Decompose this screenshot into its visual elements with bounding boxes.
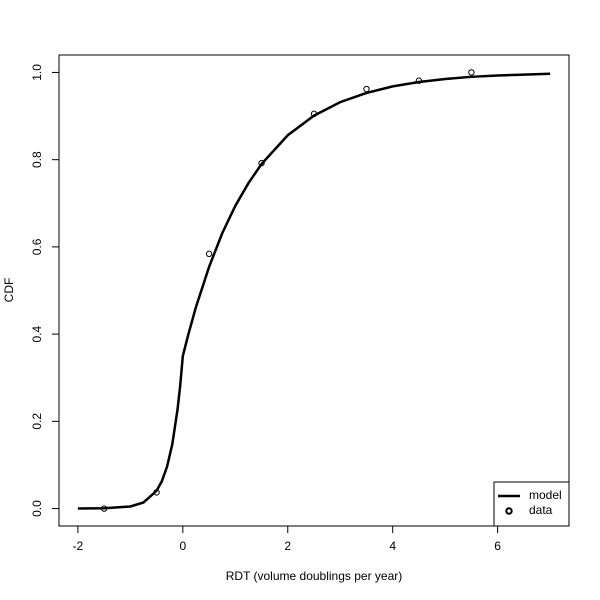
plot-frame	[58, 54, 570, 527]
data-point	[363, 85, 370, 93]
y-tick-label: 0.2	[30, 413, 44, 430]
x-tick-label: 0	[179, 539, 186, 553]
y-axis-label: CDF	[2, 278, 16, 303]
legend-label: data	[529, 503, 553, 517]
data-point	[258, 159, 265, 167]
data-point	[468, 69, 475, 76]
legend-point	[505, 507, 513, 515]
x-tick-label: 2	[284, 539, 291, 553]
legend-label: model	[529, 488, 562, 502]
y-tick-label: 0.4	[30, 325, 44, 342]
data-point	[205, 250, 213, 258]
data-point	[153, 489, 160, 496]
x-axis-label: RDT (volume doublings per year)	[226, 569, 403, 583]
legend-box	[493, 481, 570, 527]
y-tick-label: 0.6	[30, 238, 44, 255]
x-tick-label: 4	[389, 539, 396, 553]
x-tick-label: 6	[494, 539, 501, 553]
data-point	[310, 110, 318, 118]
data-point	[415, 77, 423, 84]
y-tick-label: 0.8	[30, 151, 44, 168]
y-tick-label: 1.0	[30, 64, 44, 81]
model-line	[77, 72, 551, 510]
data-point	[100, 505, 108, 512]
x-tick-label: -2	[73, 539, 84, 553]
y-tick-label: 0.0	[30, 500, 44, 517]
